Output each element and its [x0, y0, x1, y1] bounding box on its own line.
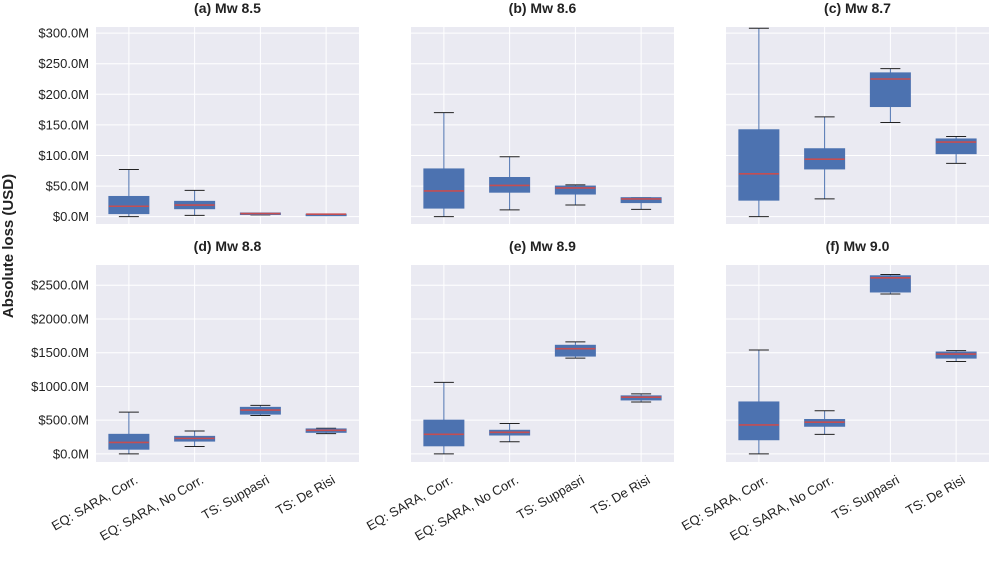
y-tick-label: $0.0M: [53, 209, 89, 224]
y-tick-label: $50.0M: [46, 179, 89, 194]
box-3: [239, 404, 281, 416]
box-4: [935, 350, 977, 362]
panel-6: (f) Mw 9.0EQ: SARA, Corr.EQ: SARA, No Co…: [679, 238, 989, 544]
box-iqr: [423, 168, 465, 209]
box-iqr: [554, 344, 596, 357]
y-tick-label: $1000.0M: [31, 379, 89, 394]
panels: (a) Mw 8.5 $0.0M $50.0M $100.0M $150.0M $200.…: [31, 0, 989, 544]
box-iqr: [935, 351, 977, 359]
y-axis-label: Absolute loss (USD): [0, 174, 17, 318]
y-tick-label: $2000.0M: [31, 311, 89, 326]
panel-title: (c) Mw 8.7: [824, 0, 891, 16]
box-2: [174, 430, 216, 447]
box-2: [489, 423, 531, 443]
box-4: [305, 427, 347, 435]
box-iqr: [423, 419, 465, 447]
panel-3: (c) Mw 8.7: [726, 0, 989, 224]
box-3: [554, 341, 596, 359]
panel-2: (b) Mw 8.6: [411, 0, 674, 224]
box-iqr: [108, 195, 150, 215]
panel-1: (a) Mw 8.5 $0.0M $50.0M $100.0M $150.0M $200.…: [38, 0, 359, 224]
box-3: [869, 68, 911, 123]
x-tick-label: TS: Suppasri: [829, 472, 902, 523]
x-tick-label: TS: Suppasri: [514, 472, 587, 523]
x-tick-label: TS: De Risi: [903, 472, 968, 518]
box-iqr: [738, 401, 780, 441]
box-2: [804, 410, 846, 435]
box-4: [620, 197, 662, 210]
box-1: [738, 349, 780, 455]
y-tick-label: $150.0M: [38, 117, 89, 132]
box-1: [108, 411, 150, 455]
box-4: [305, 213, 347, 217]
y-tick-label: $200.0M: [38, 87, 89, 102]
box-iqr: [738, 129, 780, 201]
y-tick-label: $250.0M: [38, 56, 89, 71]
box-iqr: [869, 72, 911, 108]
panel-4: (d) Mw 8.8 $0.0M $500.0M $1000.0M $1500.0M $2…: [31, 238, 359, 544]
box-iqr: [935, 138, 977, 155]
y-tick-label: $300.0M: [38, 26, 89, 41]
box-iqr: [869, 275, 911, 293]
box-3: [554, 184, 596, 206]
y-tick-label: $500.0M: [38, 413, 89, 428]
box-1: [423, 112, 465, 218]
panel-background: [96, 27, 359, 224]
box-iqr: [554, 185, 596, 195]
x-tick-label: TS: De Risi: [588, 472, 653, 518]
box-2: [174, 189, 216, 216]
y-tick-label: $2500.0M: [31, 278, 89, 293]
x-tick-label: TS: De Risi: [273, 472, 338, 518]
y-tick-label: $1500.0M: [31, 345, 89, 360]
box-4: [935, 136, 977, 164]
panel-title: (a) Mw 8.5: [194, 0, 261, 16]
box-1: [738, 27, 780, 218]
panel-5: (e) Mw 8.9EQ: SARA, Corr.EQ: SARA, No Co…: [364, 238, 674, 544]
box-4: [620, 393, 662, 403]
panel-title: (b) Mw 8.6: [509, 0, 577, 16]
box-1: [108, 169, 150, 218]
panel-title: (d) Mw 8.8: [194, 238, 262, 254]
x-tick-label: TS: Suppasri: [199, 472, 272, 523]
panel-title: (e) Mw 8.9: [509, 238, 576, 254]
y-tick-label: $100.0M: [38, 148, 89, 163]
y-tick-label: $0.0M: [53, 446, 89, 461]
box-3: [239, 212, 281, 216]
box-2: [489, 156, 531, 211]
box-2: [804, 116, 846, 200]
box-1: [423, 381, 465, 455]
box-3: [869, 273, 911, 295]
panel-title: (f) Mw 9.0: [826, 238, 890, 254]
box-iqr: [620, 197, 662, 204]
